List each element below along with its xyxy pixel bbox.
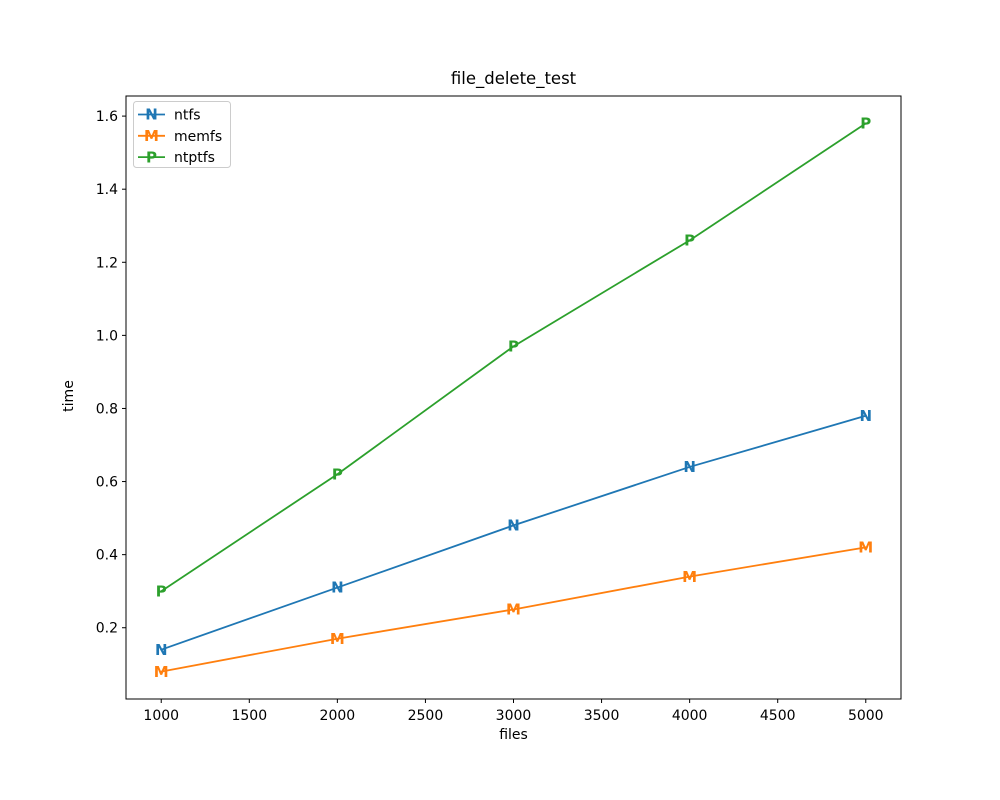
marker-P-ntptfs: P: [684, 232, 695, 250]
chart-title: file_delete_test: [450, 69, 577, 88]
y-tick-label: 1.4: [96, 182, 118, 198]
legend-marker-M: M: [144, 127, 159, 145]
marker-N-ntfs: N: [683, 458, 696, 476]
marker-N-ntfs: N: [331, 579, 344, 597]
marker-N-ntfs: N: [859, 407, 872, 425]
x-tick-label: 4000: [672, 708, 708, 724]
y-tick-label: 1.0: [96, 328, 118, 344]
marker-M-memfs: M: [506, 601, 521, 619]
legend-marker-P: P: [146, 148, 157, 166]
y-tick-label: 1.6: [96, 109, 118, 125]
marker-P-ntptfs: P: [156, 582, 167, 600]
series-line-ntfs: [160, 414, 867, 651]
x-tick-label: 2000: [320, 708, 356, 724]
y-tick-label: 0.4: [96, 548, 118, 564]
y-tick-label: 0.6: [96, 475, 118, 491]
legend-label: ntfs: [174, 108, 201, 124]
x-tick-label: 5000: [848, 708, 884, 724]
legend-label: memfs: [174, 129, 222, 145]
x-tick-label: 3500: [584, 708, 620, 724]
legend-label: ntptfs: [174, 150, 215, 166]
x-tick-label: 1500: [231, 708, 267, 724]
marker-M-memfs: M: [330, 630, 345, 648]
marker-N-ntfs: N: [507, 517, 520, 535]
y-tick-label: 0.8: [96, 401, 118, 417]
marker-M-memfs: M: [154, 663, 169, 681]
marker-M-memfs: M: [858, 539, 873, 557]
marker-P-ntptfs: P: [508, 338, 519, 356]
y-axis-label: time: [61, 380, 77, 412]
x-tick-label: 1000: [143, 708, 179, 724]
series-line-ntptfs: [160, 122, 867, 593]
marker-M-memfs: M: [682, 568, 697, 586]
series-line-memfs: [160, 546, 867, 673]
x-tick-label: 2500: [408, 708, 444, 724]
x-tick-label: 4500: [760, 708, 796, 724]
marker-P-ntptfs: P: [860, 115, 871, 133]
marker-P-ntptfs: P: [332, 465, 343, 483]
legend-box: [133, 101, 231, 168]
y-tick-label: 0.2: [96, 621, 118, 637]
marker-N-ntfs: N: [155, 641, 168, 659]
x-axis-label: files: [499, 727, 528, 743]
y-tick-label: 1.2: [96, 255, 118, 271]
legend-marker-N: N: [145, 106, 158, 124]
x-tick-label: 3000: [496, 708, 532, 724]
